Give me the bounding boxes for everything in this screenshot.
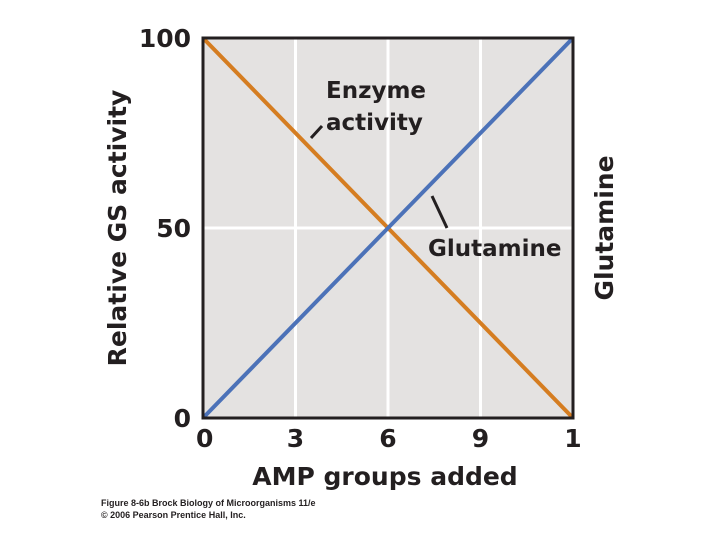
- plot-frame: [201, 36, 575, 420]
- y-tick-label: 50: [156, 214, 191, 243]
- right-axis-label: Glutamine: [590, 155, 619, 300]
- enzyme-activity-annotation-line1: Enzyme: [326, 78, 426, 104]
- series-layer: [201, 36, 575, 420]
- x-tick-labels: 0 3 6 9 1: [196, 424, 582, 453]
- x-tick-label: 1: [564, 424, 581, 453]
- x-tick-label: 0: [196, 424, 213, 453]
- glutamine-annotation: Glutamine: [428, 236, 561, 262]
- figure-caption: Figure 8-6b Brock Biology of Microorgani…: [101, 498, 316, 508]
- x-axis-label: AMP groups added: [252, 462, 517, 491]
- x-tick-label: 9: [472, 424, 489, 453]
- y-tick-label: 100: [139, 24, 191, 53]
- enzyme-activity-leader: [309, 124, 324, 140]
- enzyme-activity-annotation-line2: activity: [326, 110, 423, 136]
- y-tick-labels: 0 50 100: [139, 24, 191, 433]
- x-tick-label: 6: [379, 424, 396, 453]
- y-axis-label: Relative GS activity: [103, 90, 132, 367]
- series-line-glutamine: [201, 36, 575, 420]
- y-tick-label: 0: [174, 404, 191, 433]
- x-tick-label: 3: [287, 424, 304, 453]
- copyright-notice: © 2006 Pearson Prentice Hall, Inc.: [101, 510, 246, 520]
- glutamine-leader: [430, 195, 449, 229]
